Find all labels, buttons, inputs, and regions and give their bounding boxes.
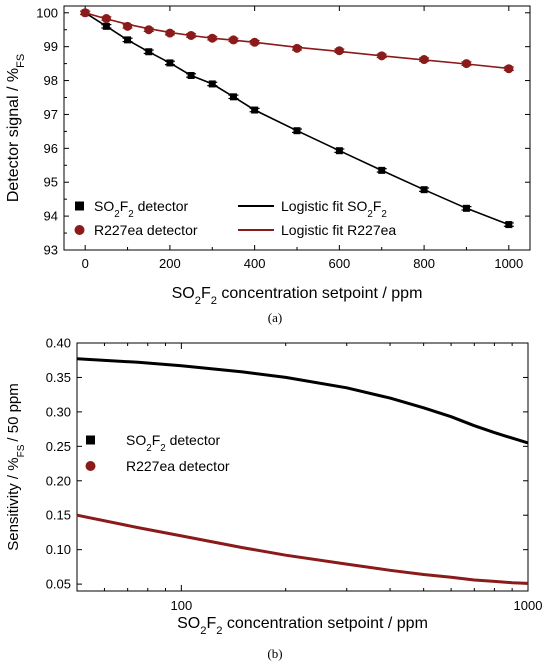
y-axis-label: Detector signal / %FS [5, 54, 27, 202]
r227ea-points-point [101, 14, 112, 24]
r227ea-points-point [334, 46, 345, 56]
y-tick-label: 0.30 [46, 404, 71, 419]
r227ea-points-point [143, 25, 154, 35]
r227ea-points-point [164, 28, 175, 38]
y-tick-label: 93 [44, 243, 58, 258]
legend-marker-r227ea [85, 461, 96, 471]
legend-label-r227ea: R227ea detector [126, 458, 230, 474]
legend-marker-so2f2 [75, 201, 84, 211]
panel-a: 0 200 400 600 800 1000 93 94 95 96 97 98 99 100 SO2F2 … [5, 5, 531, 325]
legend-label-r227ea: R227ea detector [94, 222, 198, 238]
y-tick-label: 0.20 [46, 473, 71, 488]
r227ea-points-point [80, 8, 91, 18]
y-tick-label: 0.35 [46, 370, 71, 385]
so2f2-points-point [101, 22, 112, 30]
r227ea-points-point [207, 33, 218, 43]
panel-b-label: (b) [267, 646, 282, 661]
legend-label-so2f2: SO2F2 detector [126, 432, 221, 454]
r227ea-fit-line [84, 12, 509, 70]
y-tick-label: 97 [44, 107, 58, 122]
r227ea-points-point [228, 35, 239, 45]
so2f2-points-point [334, 147, 345, 155]
y-tick-label: 100 [36, 5, 58, 20]
panel-a-label: (a) [268, 310, 282, 325]
r227ea-points-point [292, 43, 302, 53]
r227ea-sensitivity-line [76, 513, 529, 585]
r227ea-points-point [461, 59, 472, 69]
r227ea-points-point [376, 51, 387, 61]
r227ea-points-point [186, 30, 197, 40]
r227ea-points-point [419, 55, 430, 65]
x-tick-label: 100 [171, 598, 193, 613]
so2f2-points-point [249, 106, 260, 114]
x-tick-label: 1000 [494, 256, 523, 271]
r227ea-points-point [249, 37, 260, 47]
legend-b: SO2F2 detector R227ea detector [85, 432, 230, 474]
y-tick-label: 0.40 [46, 336, 71, 351]
so2f2-points-point [207, 80, 218, 88]
panel-b: 100 1000 0.05 0.10 0.15 0.20 0.25 0.30 0.35 0.40 S… [5, 336, 542, 662]
legend-marker-r227ea [74, 225, 85, 235]
y-tick-label: 0.15 [46, 508, 71, 523]
plot-frame-b [76, 342, 529, 592]
x-tick-label: 1000 [514, 598, 543, 613]
so2f2-sensitivity-line [76, 357, 529, 445]
y-tick-label: 99 [44, 39, 58, 54]
r227ea-points-point [503, 64, 514, 74]
legend: SO2F2 detector R227ea detector Logistic fi… [74, 198, 396, 238]
x-axis-label: SO2F2 concentration setpoint / ppm [172, 285, 423, 307]
so2f2-points-point [164, 59, 175, 67]
so2f2-points-point [228, 93, 239, 101]
so2f2-points-point [122, 36, 133, 44]
so2f2-points-point [376, 166, 387, 174]
y-tick-label: 0.05 [46, 577, 71, 592]
y-tick-label: 0.25 [46, 439, 71, 454]
so2f2-points-point [503, 221, 514, 229]
x-tick-label: 400 [244, 256, 266, 271]
legend-label-r227ea-fit: Logistic fit R227ea [281, 222, 396, 238]
x-tick-label: 200 [159, 256, 181, 271]
legend-marker-so2f2 [86, 435, 95, 445]
y-tick-label: 96 [44, 141, 58, 156]
so2f2-points-point [292, 127, 302, 135]
so2f2-points-point [419, 186, 430, 194]
y-axis-label-b: Sensitivity / %FS/ 50 ppm [5, 383, 27, 551]
x-tick-label: 800 [413, 256, 435, 271]
so2f2-points-point [186, 71, 197, 79]
so2f2-points-point [461, 204, 472, 212]
x-tick-label: 0 [82, 256, 89, 271]
legend-label-so2f2-fit: Logistic fit SO2F2 [281, 198, 387, 220]
x-tick-label: 600 [329, 256, 351, 271]
legend-label-so2f2: SO2F2 detector [94, 198, 189, 220]
so2f2-points-point [143, 48, 154, 56]
r227ea-points-point [122, 21, 133, 31]
y-tick-label: 95 [44, 175, 58, 190]
x-axis-label-b: SO2F2 concentration setpoint / ppm [177, 615, 428, 637]
y-tick-label: 98 [44, 73, 58, 88]
y-tick-label: 0.10 [46, 542, 71, 557]
y-tick-label: 94 [44, 209, 58, 224]
